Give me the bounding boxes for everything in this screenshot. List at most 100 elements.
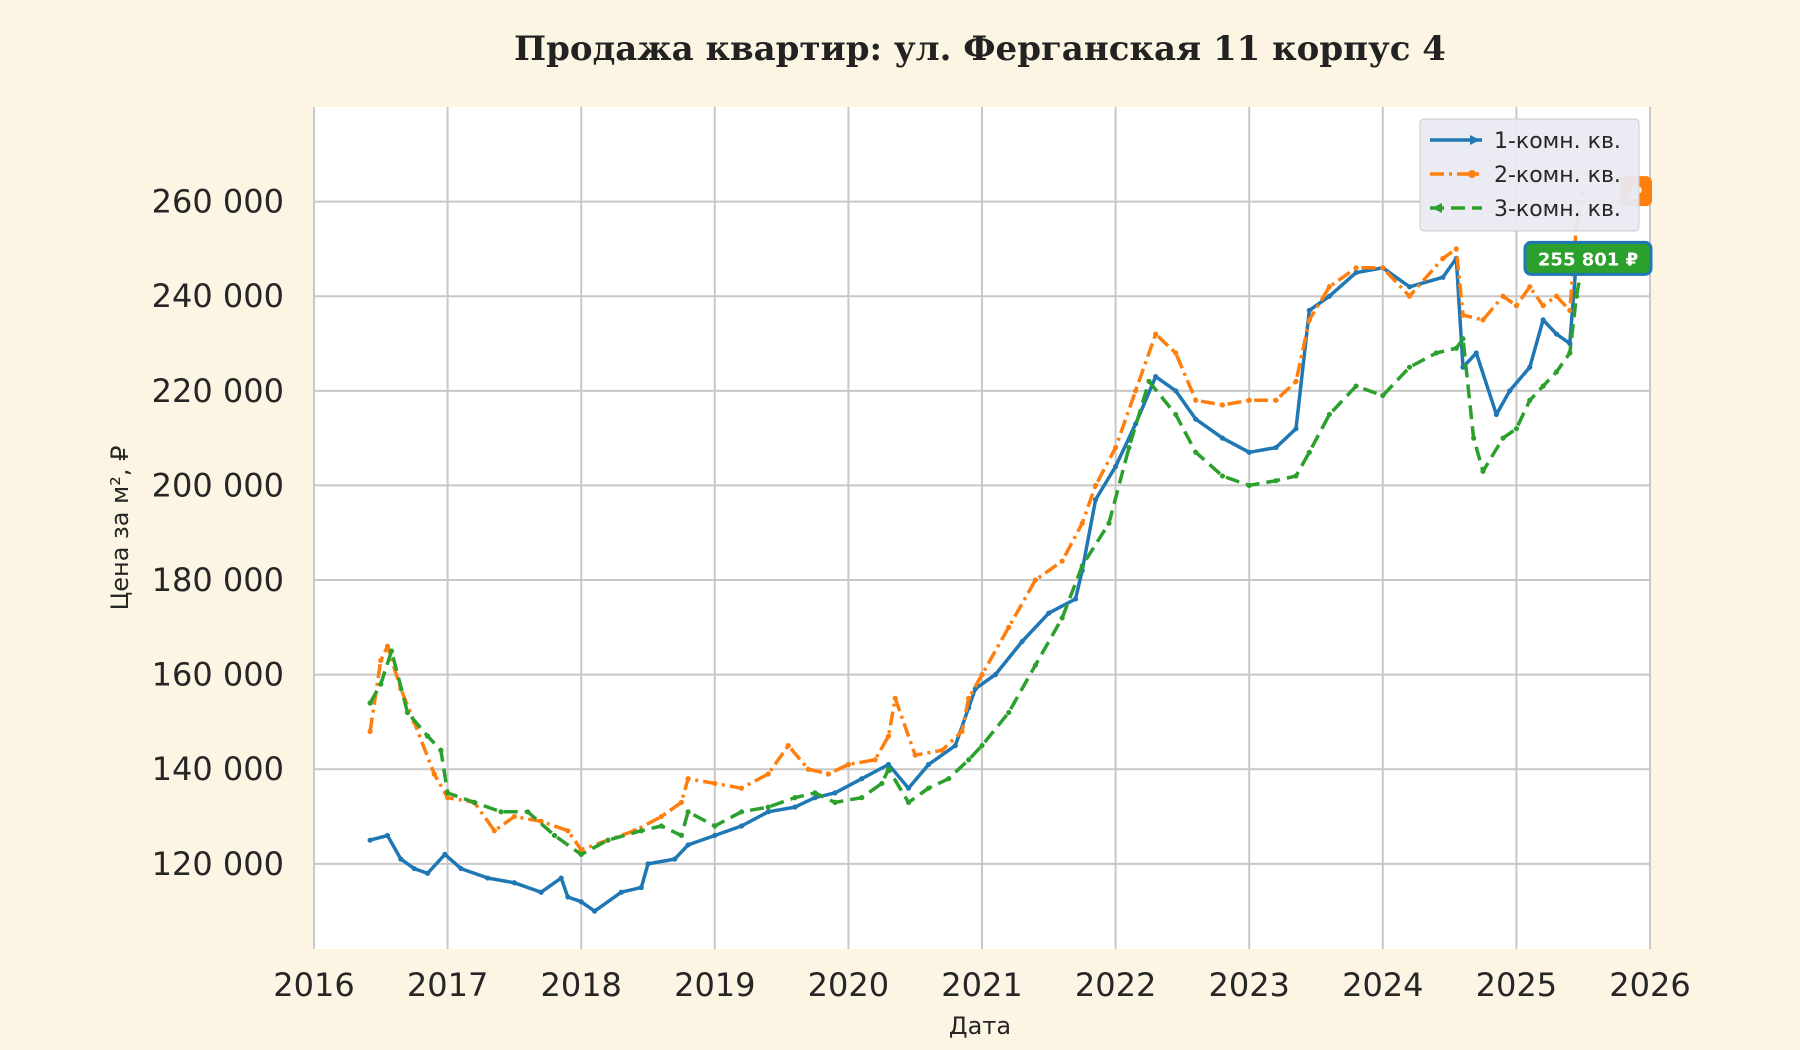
data-point <box>738 823 745 829</box>
data-point <box>885 733 892 739</box>
data-point <box>645 861 651 867</box>
data-point <box>685 809 691 815</box>
data-point <box>1246 482 1252 489</box>
data-point <box>765 809 771 815</box>
x-tick-label: 2021 <box>941 966 1022 1004</box>
x-tick-label: 2023 <box>1208 966 1289 1004</box>
series-group <box>367 189 1586 914</box>
data-point <box>404 709 411 716</box>
x-tick-label: 2020 <box>808 966 889 1004</box>
data-point <box>411 865 417 872</box>
data-point <box>565 894 571 900</box>
x-tick-label: 2019 <box>674 966 755 1004</box>
data-point <box>378 657 384 664</box>
y-tick-label: 240 000 <box>152 277 284 315</box>
data-point <box>1567 350 1573 356</box>
data-point <box>738 785 745 791</box>
data-point <box>1513 426 1519 432</box>
data-point <box>445 790 451 796</box>
data-point <box>1460 312 1466 318</box>
x-tick-label: 2022 <box>1075 966 1156 1004</box>
data-point <box>979 672 985 678</box>
data-point <box>1173 411 1179 418</box>
data-point <box>1353 269 1359 276</box>
data-point <box>859 795 865 801</box>
data-point <box>638 828 644 834</box>
data-point <box>1032 577 1039 583</box>
data-point <box>384 832 391 839</box>
data-point <box>812 795 818 801</box>
data-point <box>1273 478 1279 484</box>
x-axis-label: Дата <box>949 1012 1011 1040</box>
data-point <box>1540 317 1546 323</box>
x-tick-label: 2024 <box>1342 966 1423 1004</box>
series-line-1 <box>369 247 1585 913</box>
data-point <box>1173 388 1179 394</box>
data-point <box>1219 473 1226 479</box>
data-point <box>905 785 912 791</box>
data-point <box>1032 662 1039 668</box>
data-point <box>424 870 431 876</box>
data-point <box>832 790 838 796</box>
legend-marker <box>1468 170 1476 178</box>
data-point <box>1126 444 1132 451</box>
data-point <box>578 847 584 853</box>
data-point <box>1540 383 1546 389</box>
data-point <box>1092 497 1099 503</box>
data-point <box>1273 397 1279 403</box>
data-point <box>712 832 718 839</box>
data-point <box>1219 402 1226 408</box>
data-point <box>1193 416 1199 422</box>
data-point <box>859 776 865 782</box>
data-point <box>565 828 571 834</box>
data-point <box>672 856 678 862</box>
data-point <box>1480 468 1486 474</box>
data-point <box>1353 383 1359 389</box>
data-point <box>1573 293 1580 299</box>
data-point <box>1527 284 1533 290</box>
data-point <box>1406 293 1413 299</box>
y-tick-label: 120 000 <box>152 845 284 883</box>
data-point <box>939 747 945 753</box>
data-point <box>558 875 564 881</box>
y-tick-label: 260 000 <box>152 183 284 221</box>
data-point <box>1406 364 1413 370</box>
data-point <box>1326 411 1332 418</box>
y-axis-label: Цена за м², ₽ <box>106 446 134 611</box>
data-point <box>912 752 918 758</box>
data-point <box>658 813 664 820</box>
data-point <box>658 823 664 829</box>
data-point <box>1106 520 1112 526</box>
data-point <box>442 851 448 857</box>
data-point <box>367 700 373 706</box>
data-point <box>1079 563 1085 569</box>
data-point <box>1153 374 1159 380</box>
data-point <box>872 757 878 763</box>
data-point <box>1567 340 1573 347</box>
x-axis: 2016 2017 2018 2019 2020 2021 2022 2023 2024 2025… <box>273 966 1690 1004</box>
legend-label: 1-комн. кв. <box>1494 129 1621 154</box>
data-point <box>398 856 404 862</box>
data-point <box>1219 435 1226 441</box>
data-point <box>892 695 898 701</box>
data-point <box>845 761 852 768</box>
data-point <box>712 823 718 829</box>
data-point <box>1306 307 1312 314</box>
data-point <box>1527 397 1533 403</box>
data-point <box>1480 317 1486 323</box>
data-point <box>491 828 497 834</box>
data-point <box>1293 473 1299 479</box>
data-point <box>438 747 444 753</box>
data-point <box>1306 449 1312 455</box>
data-point <box>959 728 965 735</box>
data-point <box>678 832 685 839</box>
data-point <box>1293 378 1299 384</box>
data-point <box>367 837 373 843</box>
data-point <box>1440 255 1446 261</box>
x-tick-label: 2025 <box>1476 966 1557 1004</box>
data-point <box>578 851 584 857</box>
data-point <box>1553 369 1560 375</box>
series-line-3 <box>368 258 1585 857</box>
data-point <box>1113 463 1119 470</box>
data-point <box>1453 345 1459 351</box>
